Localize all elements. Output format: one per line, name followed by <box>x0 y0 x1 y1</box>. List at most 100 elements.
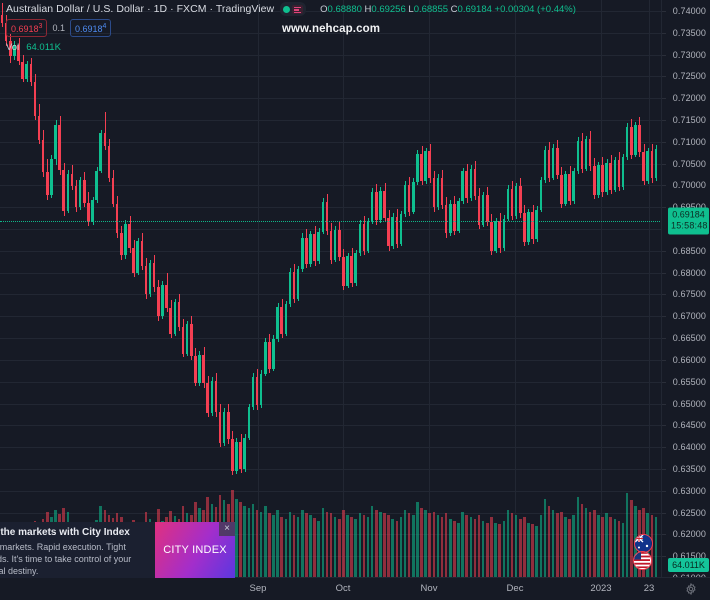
price-axis-tick <box>662 32 666 34</box>
price-axis-label: 0.65500 <box>672 376 706 387</box>
price-axis-tick <box>662 185 666 187</box>
candle-body <box>469 168 473 199</box>
candle-body <box>650 151 654 179</box>
candle-body <box>453 203 456 231</box>
candle-body <box>432 178 436 208</box>
volume-bar <box>272 515 275 578</box>
price-axis-tick <box>662 163 666 165</box>
candle-body <box>70 174 74 187</box>
volume-bar <box>342 509 345 578</box>
volume-bar <box>523 517 526 578</box>
gridline-vertical <box>649 0 650 578</box>
candle-body <box>617 160 621 188</box>
candle-body <box>568 174 571 202</box>
price-axis-tick <box>662 141 666 143</box>
promo-line-2: ads. It's time to take control of your <box>0 554 132 564</box>
gear-icon[interactable] <box>685 583 697 595</box>
volume-bar <box>473 518 477 578</box>
price-axis-label: 0.61500 <box>672 551 706 562</box>
candle-body <box>555 147 559 175</box>
candle-body <box>214 380 218 413</box>
volume-bar <box>580 504 584 578</box>
price-axis-label: 0.67500 <box>672 289 706 300</box>
city-index-logo[interactable]: CITY INDEX × <box>155 522 235 578</box>
volume-bar <box>531 524 534 578</box>
gridline-horizontal <box>0 272 662 274</box>
volume-value-badge: 64.011K <box>668 558 709 572</box>
candle-body <box>597 165 600 195</box>
current-price-badge: 0.69184 15:58:48 <box>668 207 709 235</box>
candle-body <box>444 204 448 234</box>
time-axis-label: Nov <box>420 583 438 594</box>
gridline-horizontal <box>0 163 662 165</box>
candle-body <box>239 441 242 469</box>
price-axis-tick <box>662 381 666 383</box>
candle-body <box>50 159 53 195</box>
candle-body <box>514 186 518 216</box>
volume-bar <box>654 517 658 578</box>
candle-body <box>263 341 267 374</box>
volume-bar <box>284 518 288 578</box>
candle-body <box>317 231 320 262</box>
price-axis-label: 0.74000 <box>672 5 706 16</box>
candle-body <box>527 212 530 243</box>
price-axis-tick <box>662 119 666 121</box>
price-axis-label: 0.66500 <box>672 333 706 344</box>
candle-body <box>128 223 131 249</box>
volume-bar <box>370 506 374 578</box>
volume-bar <box>333 517 337 578</box>
candle-body <box>87 202 90 223</box>
close-icon[interactable]: × <box>219 522 235 536</box>
time-axis-label: Oct <box>335 583 351 594</box>
time-axis[interactable]: Sep Oct Nov Dec 2023 23 <box>0 577 710 600</box>
candle-body <box>83 180 86 203</box>
candle-body <box>346 256 349 286</box>
price-axis-tick <box>662 468 666 470</box>
gridline-vertical <box>601 0 602 578</box>
candle-body <box>654 148 658 179</box>
candle-body <box>206 383 209 414</box>
volume-bar <box>568 518 571 578</box>
candle-body <box>375 191 378 221</box>
current-price-line <box>0 220 662 222</box>
candle-body <box>13 44 16 57</box>
chart-plot-area[interactable] <box>0 0 662 578</box>
volume-bar <box>457 522 460 578</box>
candle-body <box>132 248 135 273</box>
volume-bar <box>601 517 604 578</box>
candle-body <box>226 412 230 440</box>
volume-bar <box>453 520 456 578</box>
candle-body <box>251 377 255 407</box>
price-axis[interactable]: 0.74000 0.73500 0.73000 0.72500 0.72000 0.715… <box>661 0 710 583</box>
volume-bar <box>449 518 452 578</box>
volume-bar <box>440 517 444 578</box>
candle-body <box>436 177 440 208</box>
candle-body <box>259 373 263 406</box>
city-index-logo-label: CITY INDEX <box>163 544 227 556</box>
candle-body <box>333 229 337 260</box>
volume-bar <box>621 522 625 578</box>
candle-body <box>148 263 152 295</box>
australia-flag-glyph <box>635 535 651 551</box>
candle-body <box>280 306 283 334</box>
volume-bar <box>288 511 292 578</box>
gridline-horizontal <box>0 10 662 12</box>
volume-bar <box>555 513 559 578</box>
volume-bar <box>391 518 395 578</box>
candle-body <box>157 287 160 317</box>
candle-body <box>309 234 312 264</box>
candle-body <box>457 201 460 231</box>
time-axis-label: Sep <box>249 583 267 594</box>
candle-body <box>403 184 407 215</box>
price-axis-tick <box>662 294 666 296</box>
gridline-horizontal <box>0 98 662 100</box>
price-axis-tick <box>662 316 666 318</box>
volume-bar <box>412 515 415 578</box>
gridline-horizontal <box>0 512 662 514</box>
candle-body <box>342 256 345 286</box>
candle-body <box>62 169 66 211</box>
candle-body <box>613 160 617 190</box>
promo-banner[interactable]: e the markets with City Index + markets.… <box>0 522 235 578</box>
candle-body <box>494 221 497 251</box>
price-axis-tick <box>662 556 666 558</box>
